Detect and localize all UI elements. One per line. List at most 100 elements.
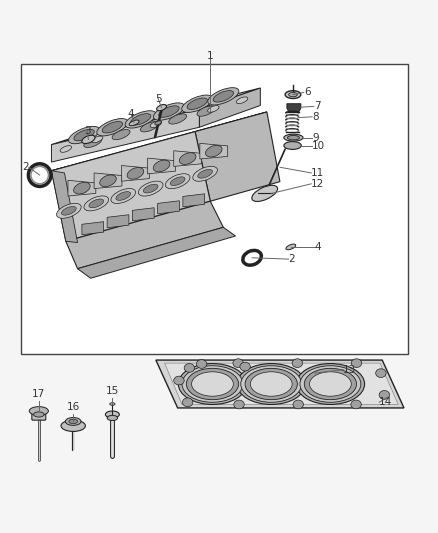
- Polygon shape: [287, 104, 301, 111]
- Text: 5: 5: [155, 93, 161, 103]
- Ellipse shape: [169, 114, 187, 124]
- Ellipse shape: [284, 134, 303, 141]
- Ellipse shape: [110, 403, 115, 405]
- Ellipse shape: [143, 184, 158, 193]
- Ellipse shape: [237, 364, 305, 405]
- Ellipse shape: [310, 372, 351, 396]
- Ellipse shape: [153, 160, 170, 172]
- Ellipse shape: [379, 391, 390, 399]
- Ellipse shape: [376, 369, 386, 377]
- Ellipse shape: [116, 192, 131, 200]
- Ellipse shape: [205, 146, 222, 157]
- Ellipse shape: [61, 206, 76, 215]
- Polygon shape: [68, 180, 96, 196]
- Ellipse shape: [102, 122, 123, 133]
- Ellipse shape: [187, 98, 208, 109]
- Bar: [21, 64, 408, 353]
- Polygon shape: [148, 158, 176, 174]
- Ellipse shape: [57, 203, 81, 219]
- Text: 17: 17: [32, 389, 46, 399]
- Text: 14: 14: [379, 397, 392, 407]
- Ellipse shape: [131, 114, 151, 125]
- Polygon shape: [66, 201, 223, 269]
- Ellipse shape: [182, 95, 213, 112]
- Polygon shape: [156, 360, 404, 408]
- Text: 2: 2: [289, 254, 295, 264]
- Ellipse shape: [213, 91, 233, 102]
- Ellipse shape: [112, 130, 130, 140]
- Ellipse shape: [34, 412, 44, 417]
- Text: 8: 8: [312, 112, 319, 122]
- Ellipse shape: [74, 130, 94, 141]
- Ellipse shape: [69, 126, 99, 144]
- Polygon shape: [199, 88, 260, 127]
- Ellipse shape: [193, 166, 217, 181]
- Ellipse shape: [241, 366, 302, 402]
- Ellipse shape: [251, 372, 292, 396]
- Ellipse shape: [198, 169, 212, 178]
- Polygon shape: [121, 166, 149, 181]
- Ellipse shape: [304, 368, 357, 400]
- Ellipse shape: [29, 407, 48, 415]
- Ellipse shape: [150, 121, 162, 127]
- Ellipse shape: [300, 366, 361, 402]
- Ellipse shape: [182, 366, 243, 402]
- Ellipse shape: [111, 189, 136, 204]
- Ellipse shape: [155, 121, 161, 125]
- Ellipse shape: [107, 415, 117, 421]
- Polygon shape: [200, 143, 228, 159]
- Ellipse shape: [286, 244, 296, 250]
- Ellipse shape: [74, 182, 90, 194]
- Text: 11: 11: [311, 168, 325, 178]
- Ellipse shape: [237, 97, 248, 103]
- Ellipse shape: [183, 398, 193, 407]
- Ellipse shape: [127, 167, 144, 179]
- Ellipse shape: [197, 106, 215, 116]
- Ellipse shape: [285, 91, 301, 99]
- Polygon shape: [195, 112, 280, 201]
- Ellipse shape: [351, 400, 361, 409]
- Polygon shape: [78, 228, 236, 278]
- Text: 2: 2: [22, 162, 29, 172]
- Ellipse shape: [138, 181, 163, 196]
- Ellipse shape: [208, 87, 239, 105]
- Ellipse shape: [165, 174, 190, 189]
- Text: 15: 15: [106, 386, 119, 396]
- Ellipse shape: [287, 135, 300, 140]
- Ellipse shape: [82, 135, 95, 143]
- FancyBboxPatch shape: [32, 410, 46, 420]
- Text: 10: 10: [312, 141, 325, 150]
- Text: 4: 4: [315, 242, 321, 252]
- Ellipse shape: [240, 362, 251, 371]
- Ellipse shape: [178, 364, 247, 405]
- Polygon shape: [165, 363, 398, 405]
- Text: 12: 12: [311, 179, 325, 189]
- Ellipse shape: [129, 120, 139, 126]
- Ellipse shape: [233, 359, 244, 367]
- Text: 9: 9: [312, 133, 319, 143]
- Polygon shape: [183, 194, 205, 207]
- Ellipse shape: [252, 185, 278, 201]
- Polygon shape: [51, 112, 267, 171]
- Polygon shape: [51, 88, 260, 144]
- Ellipse shape: [351, 359, 362, 367]
- Text: 1: 1: [207, 51, 214, 61]
- Ellipse shape: [174, 376, 184, 385]
- Ellipse shape: [284, 142, 301, 149]
- Ellipse shape: [125, 111, 156, 128]
- Ellipse shape: [170, 177, 185, 185]
- Text: 13: 13: [343, 365, 356, 375]
- Ellipse shape: [289, 92, 297, 97]
- Polygon shape: [107, 215, 129, 228]
- Ellipse shape: [69, 419, 78, 424]
- Ellipse shape: [293, 400, 304, 409]
- Ellipse shape: [159, 106, 179, 117]
- Ellipse shape: [153, 103, 184, 120]
- Ellipse shape: [92, 136, 103, 143]
- Ellipse shape: [208, 106, 219, 112]
- Text: 6: 6: [304, 87, 311, 98]
- Polygon shape: [82, 222, 104, 235]
- Text: 3: 3: [84, 126, 90, 136]
- Ellipse shape: [140, 122, 159, 132]
- Ellipse shape: [84, 196, 109, 211]
